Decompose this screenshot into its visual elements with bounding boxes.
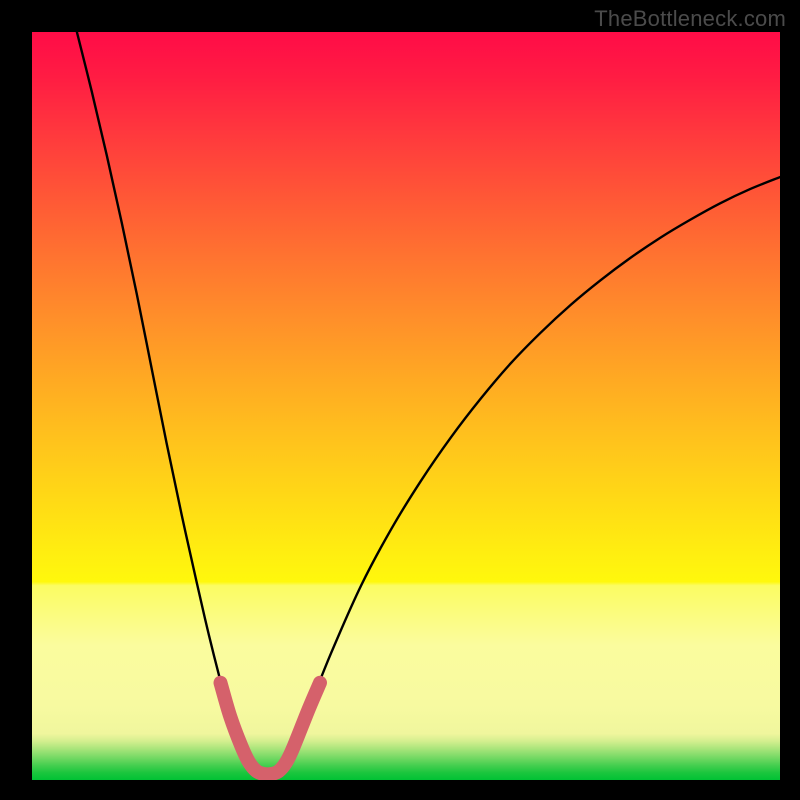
plot-area [32, 32, 780, 780]
bottleneck-curve [77, 32, 780, 774]
watermark-text: TheBottleneck.com [594, 6, 786, 32]
curve-layer [32, 32, 780, 780]
optimal-range-highlight [221, 683, 320, 775]
